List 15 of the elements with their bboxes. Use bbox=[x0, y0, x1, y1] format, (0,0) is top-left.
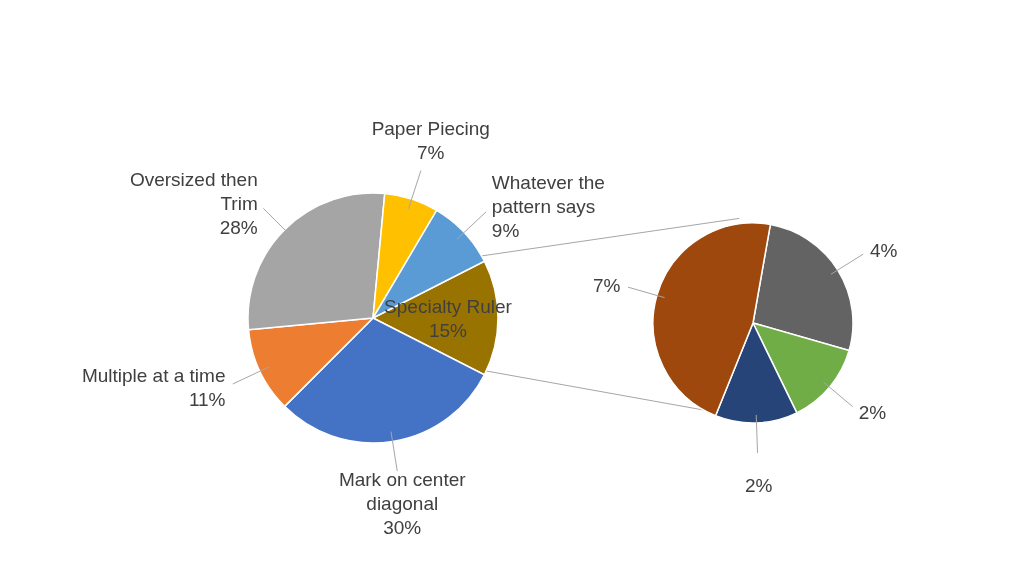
data-label: 4% bbox=[870, 239, 898, 261]
data-label: 11% bbox=[188, 389, 226, 411]
data-label: 2% bbox=[858, 401, 887, 423]
slice-label: Mark on center diagonal bbox=[338, 468, 467, 514]
data-label: 7% bbox=[592, 274, 621, 296]
data-label: 2% bbox=[744, 474, 773, 496]
slice-label: Paper Piecing bbox=[371, 118, 490, 140]
slice-label: Whatever the pattern says bbox=[491, 172, 605, 218]
data-label: 9% bbox=[491, 220, 520, 242]
slice-label: Multiple at a time bbox=[81, 365, 226, 387]
data-label: 15% bbox=[428, 320, 468, 341]
data-label: 30% bbox=[383, 516, 422, 538]
data-label: 28% bbox=[219, 216, 258, 238]
data-label: 7% bbox=[417, 142, 445, 164]
slice-label: Oversized then Trim bbox=[129, 168, 258, 214]
